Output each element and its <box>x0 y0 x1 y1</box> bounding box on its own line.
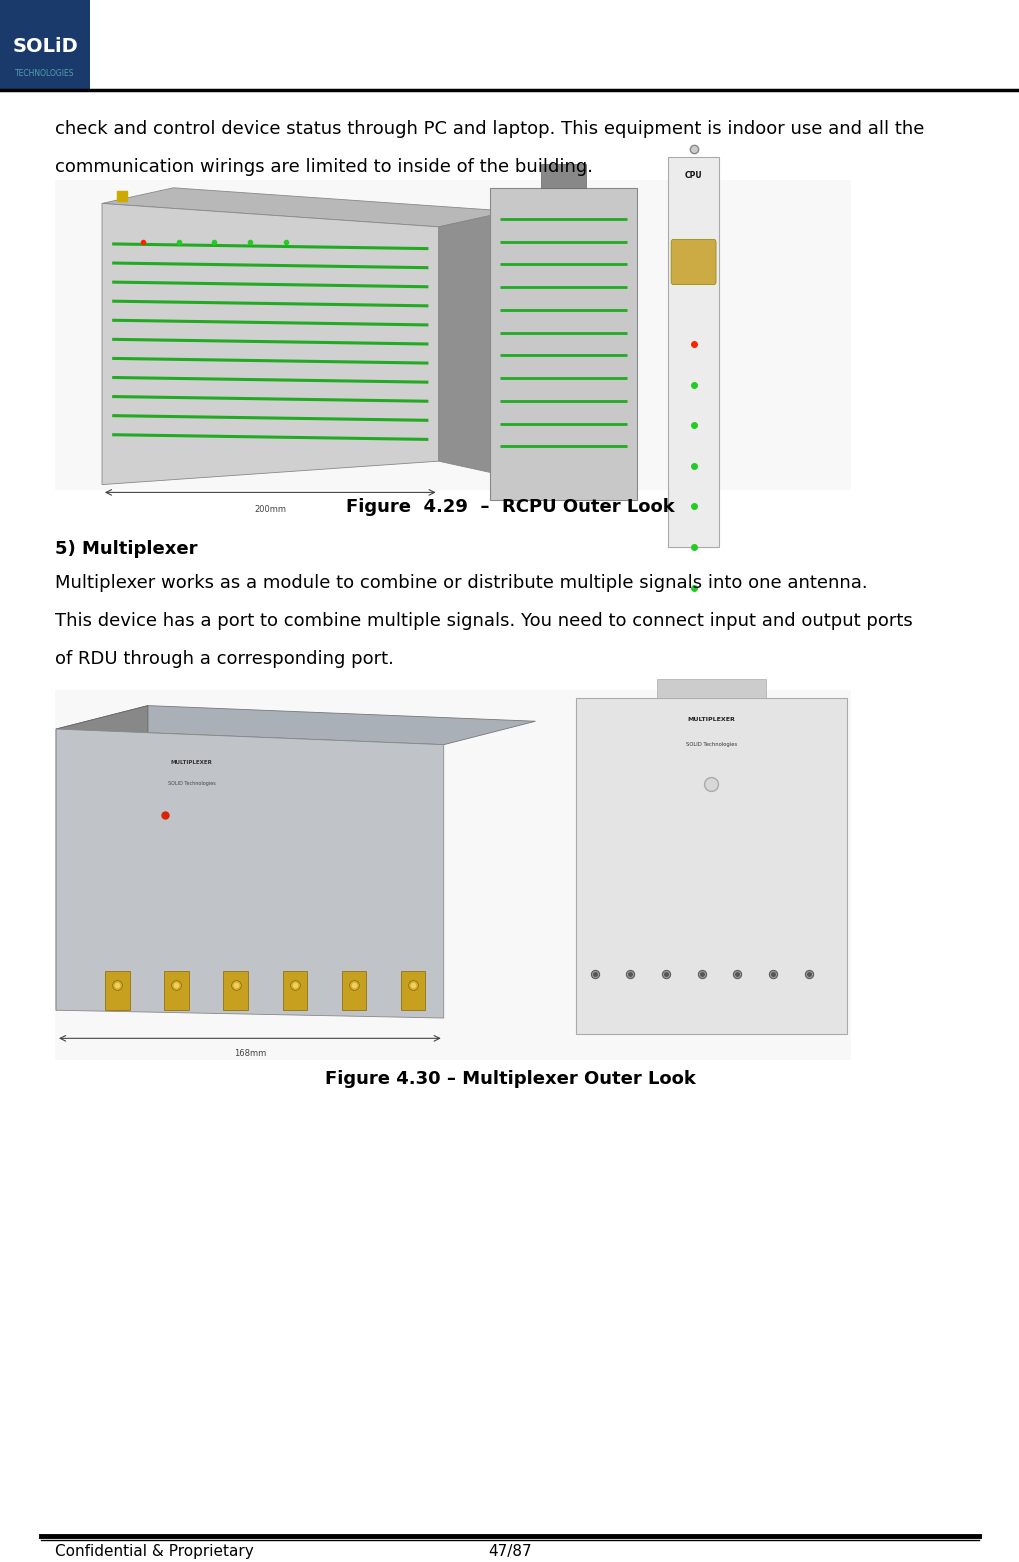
Bar <box>400 972 425 1011</box>
Text: SOLID Technologies: SOLID Technologies <box>168 781 215 786</box>
Text: Confidential & Proprietary: Confidential & Proprietary <box>55 1543 254 1559</box>
Text: MULTIPLEXER: MULTIPLEXER <box>687 717 735 722</box>
Polygon shape <box>438 211 510 476</box>
Text: 168mm: 168mm <box>233 1050 266 1059</box>
Text: 200mm: 200mm <box>254 505 286 514</box>
Bar <box>164 972 189 1011</box>
Text: CPU: CPU <box>684 170 702 180</box>
Bar <box>105 972 129 1011</box>
Bar <box>282 972 307 1011</box>
Polygon shape <box>56 706 148 1011</box>
Text: SOLiD: SOLiD <box>12 37 77 56</box>
Text: communication wirings are limited to inside of the building.: communication wirings are limited to ins… <box>55 158 592 177</box>
Polygon shape <box>102 203 438 484</box>
Text: MULTIPLEXER: MULTIPLEXER <box>170 761 213 765</box>
Text: TECHNOLOGIES: TECHNOLOGIES <box>15 69 74 78</box>
Text: 47/87: 47/87 <box>488 1543 531 1559</box>
Polygon shape <box>56 706 535 745</box>
Text: SOLID Technologies: SOLID Technologies <box>685 742 737 747</box>
Bar <box>55 690 850 1061</box>
FancyBboxPatch shape <box>671 239 715 284</box>
Bar <box>489 187 637 500</box>
Text: This device has a port to combine multiple signals. You need to connect input an: This device has a port to combine multip… <box>55 612 912 629</box>
Polygon shape <box>56 729 443 1018</box>
Bar <box>576 698 846 1034</box>
Text: Figure 4.30 – Multiplexer Outer Look: Figure 4.30 – Multiplexer Outer Look <box>324 1070 695 1089</box>
Text: Multiplexer works as a module to combine or distribute multiple signals into one: Multiplexer works as a module to combine… <box>55 573 867 592</box>
Polygon shape <box>102 187 510 226</box>
Bar <box>223 972 248 1011</box>
Bar <box>341 972 366 1011</box>
Bar <box>55 180 850 490</box>
Bar <box>667 156 718 547</box>
Text: check and control device status through PC and laptop. This equipment is indoor : check and control device status through … <box>55 120 923 137</box>
Bar <box>0 0 90 91</box>
Bar <box>656 679 764 698</box>
Text: 5) Multiplexer: 5) Multiplexer <box>55 540 198 558</box>
Text: of RDU through a corresponding port.: of RDU through a corresponding port. <box>55 650 393 669</box>
Bar <box>541 164 585 187</box>
Text: Figure  4.29  –  RCPU Outer Look: Figure 4.29 – RCPU Outer Look <box>345 498 674 515</box>
